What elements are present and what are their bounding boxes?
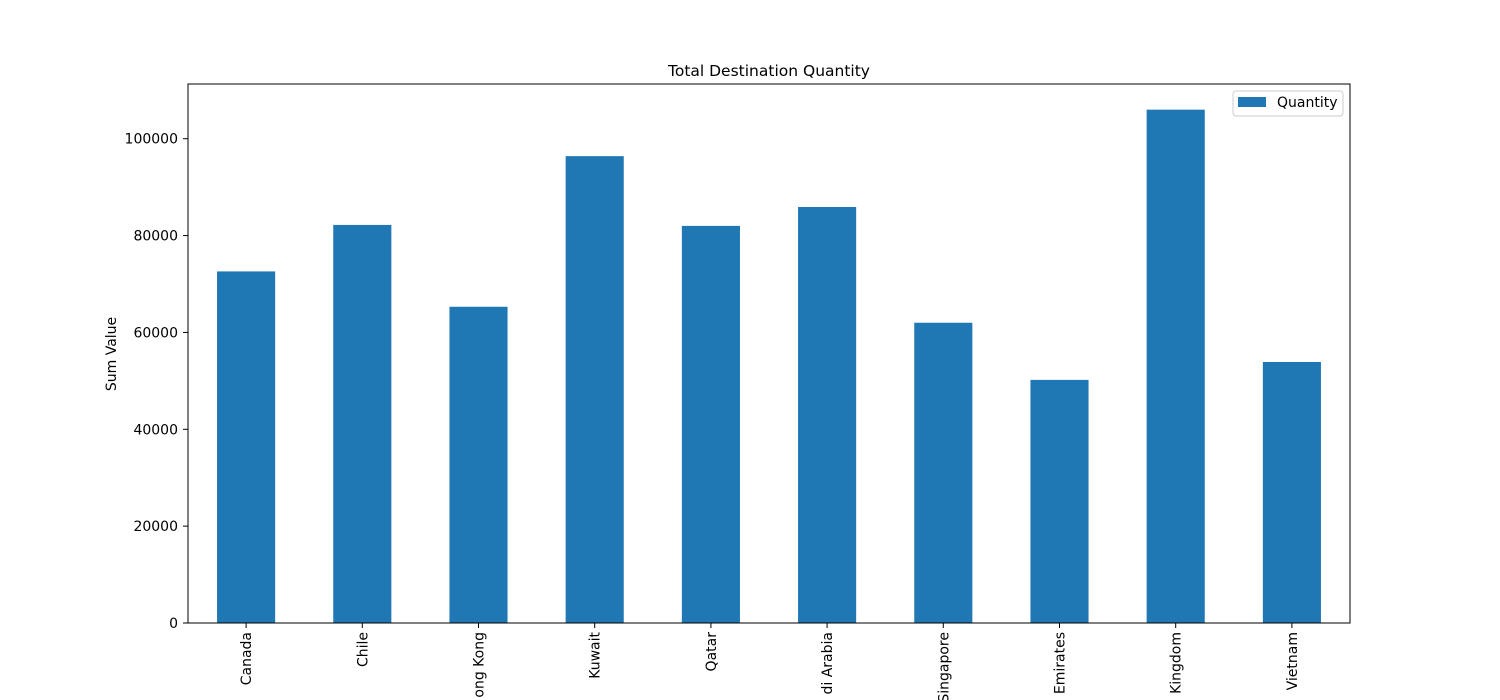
legend-swatch: [1238, 97, 1266, 107]
x-tick-label-9: Vietnam: [1285, 632, 1301, 690]
x-tick-label-1: Chile: [355, 632, 371, 667]
bar-4: [681, 225, 740, 624]
y-tick-label-5: 100000: [125, 132, 178, 148]
bar-0: [217, 271, 276, 623]
bar-7: [1030, 379, 1089, 623]
y-tick-label-4: 80000: [133, 229, 178, 245]
bar-3: [565, 156, 624, 623]
bars-group: [217, 109, 1321, 624]
y-axis-label: Sum Value: [104, 317, 120, 391]
bar-2: [449, 306, 508, 623]
x-tick-label-0: Canada: [239, 632, 255, 685]
bar-9: [1262, 361, 1321, 623]
bar-6: [914, 322, 973, 623]
legend-label: Quantity: [1277, 95, 1338, 111]
bar-8: [1146, 109, 1205, 623]
x-axis-ticks: Canada Chile ong Kong Kuwait Qatar di Arabia S…: [239, 623, 1301, 700]
x-tick-label-4: Qatar: [704, 632, 720, 672]
y-tick-label-2: 40000: [133, 422, 178, 438]
y-tick-label-1: 20000: [133, 519, 178, 535]
x-tick-label-2: ong Kong: [472, 632, 488, 698]
x-tick-label-5: di Arabia: [820, 632, 836, 695]
x-tick-label-6: Singapore: [936, 632, 952, 700]
legend: Quantity: [1232, 90, 1344, 117]
bar-5: [798, 207, 857, 623]
bar-1: [333, 224, 392, 623]
plot-frame: [187, 83, 1351, 624]
x-tick-label-7: Emirates: [1053, 632, 1069, 694]
x-tick-label-8: Kingdom: [1169, 632, 1185, 694]
y-axis-ticks: 0 20000 40000 60000 80000 100000: [125, 132, 188, 632]
y-tick-label-3: 60000: [133, 325, 178, 341]
chart-title: Total Destination Quantity: [667, 62, 870, 80]
x-tick-label-3: Kuwait: [588, 631, 604, 678]
y-tick-label-0: 0: [169, 616, 178, 632]
